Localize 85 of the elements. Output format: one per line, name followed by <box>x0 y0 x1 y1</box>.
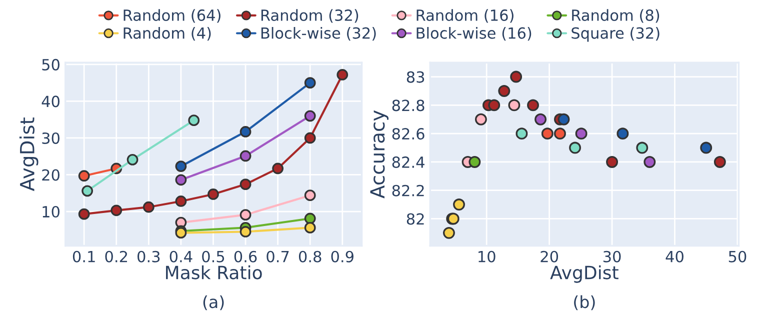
point <box>575 128 588 140</box>
point <box>336 69 348 80</box>
point <box>644 156 656 168</box>
x-tick-label: 0.9 <box>331 250 354 262</box>
legend-label: Square (32) <box>572 27 660 42</box>
x-tick-label: 0.8 <box>298 250 322 262</box>
legend-label: Random (32) <box>261 9 358 23</box>
point <box>240 209 252 221</box>
point <box>558 113 570 126</box>
point <box>304 110 316 122</box>
y-tick-label: 82 <box>406 213 424 225</box>
point <box>508 99 520 112</box>
x-axis-title: Mask Ratio <box>166 265 262 280</box>
legend-label: Random (64) <box>124 9 220 23</box>
point <box>442 226 455 239</box>
point <box>240 226 252 238</box>
point <box>82 185 94 197</box>
x-tick-label: 10 <box>478 250 496 262</box>
legend-label: Random (4) <box>124 27 211 41</box>
point <box>554 128 566 140</box>
point <box>534 113 547 126</box>
point <box>110 204 122 216</box>
legend-label: Random (16) <box>416 9 514 23</box>
y-tick-label: 10 <box>42 206 60 218</box>
point <box>541 128 554 140</box>
x-tick-label: 30 <box>603 250 621 262</box>
point <box>78 170 90 182</box>
point <box>468 156 481 168</box>
legend-label: Random (8) <box>572 9 660 23</box>
x-tick-label: 0.6 <box>234 250 257 262</box>
point <box>516 128 528 140</box>
text: (b) <box>574 295 595 310</box>
x-tick-label: 50 <box>728 250 746 262</box>
point <box>569 142 582 154</box>
point <box>78 208 90 220</box>
point <box>700 142 712 154</box>
point <box>240 150 252 162</box>
point <box>272 162 284 174</box>
point <box>488 99 500 112</box>
x-tick-label: 0.1 <box>72 250 95 262</box>
x-tick-label: 20 <box>540 250 558 262</box>
point <box>240 126 252 138</box>
y-tick-label: 83 <box>406 71 424 83</box>
x-tick-label: 0.2 <box>105 250 127 262</box>
y-axis-title: AvgDist <box>19 118 38 192</box>
point <box>527 99 539 112</box>
point <box>304 77 316 89</box>
y-axis-title: Accuracy <box>370 110 389 198</box>
point <box>240 178 252 190</box>
y-tick-label: 40 <box>42 96 60 108</box>
x-tick-label: 0.5 <box>202 250 224 262</box>
x-tick-label: 0.7 <box>266 250 289 262</box>
point <box>188 114 200 126</box>
legend-label: Block-wise (16) <box>416 27 532 41</box>
x-axis-title: AvgDist <box>550 265 618 283</box>
point <box>304 222 316 234</box>
point <box>208 188 219 200</box>
point <box>142 201 154 213</box>
y-tick-label: 30 <box>42 132 60 144</box>
y-tick-label: 82.4 <box>392 156 424 168</box>
point <box>304 132 316 144</box>
point <box>498 85 510 97</box>
y-tick-label: 82.6 <box>392 128 424 140</box>
point <box>453 198 465 211</box>
point <box>606 156 618 168</box>
y-tick-label: 50 <box>42 58 60 70</box>
point <box>510 70 522 83</box>
point <box>304 190 316 202</box>
point <box>474 113 487 126</box>
x-tick-label: 40 <box>666 250 684 262</box>
text: (a) <box>203 295 224 310</box>
legend-label: Block-wise (32) <box>261 27 376 41</box>
point <box>616 128 629 140</box>
point <box>175 160 187 172</box>
point <box>126 154 138 166</box>
y-tick-label: 20 <box>42 169 60 181</box>
x-tick-label: 0.3 <box>138 250 160 262</box>
x-tick-label: 0.4 <box>170 250 192 262</box>
y-tick-label: 82.8 <box>392 100 424 112</box>
point <box>304 212 316 224</box>
point <box>175 174 187 186</box>
point <box>714 156 726 168</box>
point <box>636 142 648 154</box>
y-tick-label: 82.2 <box>392 184 424 196</box>
point <box>175 196 187 207</box>
